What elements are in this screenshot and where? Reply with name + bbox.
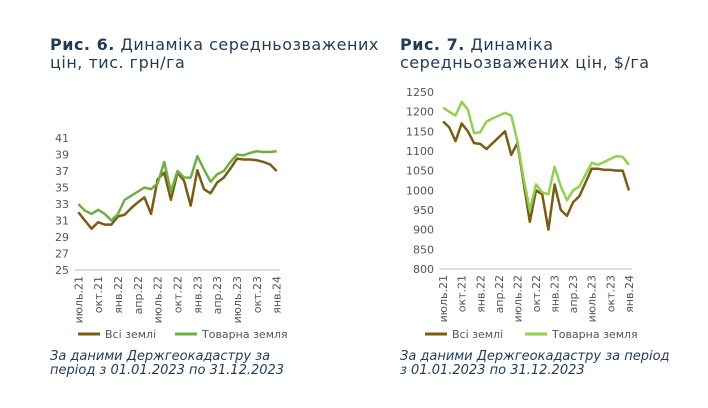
x-tick-label: апр.23 [211, 276, 224, 314]
line [442, 120, 631, 231]
legend-label: Товарна земля [551, 328, 638, 341]
x-tick-label: апр.22 [132, 276, 145, 314]
x-tick-label: янв.22 [112, 276, 125, 314]
y-tick-label: 1100 [406, 145, 434, 158]
y-tick-label: 37 [55, 165, 69, 178]
line [442, 100, 630, 212]
source-note: За даними Держгеокадастру за період з 01… [50, 349, 285, 378]
y-tick-label: 1200 [406, 106, 434, 119]
legend-label: Всі землі [105, 328, 156, 341]
y-tick-label: 31 [55, 215, 69, 228]
x-tick-label: окт.23 [251, 276, 264, 313]
x-tick-label: июль.23 [231, 276, 244, 323]
y-tick-label: 41 [55, 132, 69, 145]
y-tick-label: 35 [55, 182, 69, 195]
x-tick-label: янв.23 [549, 275, 562, 313]
x-tick-label: апр.23 [567, 275, 580, 313]
y-tick-label: 25 [55, 264, 69, 277]
y-tick-label: 900 [413, 224, 434, 237]
x-tick-label: июль.23 [586, 275, 599, 322]
y-tick-label: 1000 [406, 184, 434, 197]
x-tick-label: июль.22 [152, 276, 165, 323]
source-note: За даними Держгеокадастру за період з 01… [400, 349, 670, 378]
chart-title: Рис. 6. Динаміка середньозважених цін, т… [50, 35, 379, 72]
y-tick-label: 950 [413, 204, 434, 217]
x-tick-label: окт.22 [530, 275, 543, 312]
x-tick-label: окт.21 [456, 275, 469, 312]
y-tick-label: 29 [55, 231, 69, 244]
y-tick-label: 33 [55, 198, 69, 211]
y-tick-label: 1250 [406, 86, 434, 99]
x-tick-label: апр.22 [493, 275, 506, 313]
y-tick-label: 39 [55, 149, 69, 162]
line [77, 149, 277, 222]
x-tick-label: июль.22 [511, 275, 524, 322]
x-tick-label: окт.21 [92, 276, 105, 313]
legend-label: Всі землі [452, 328, 503, 341]
x-tick-label: янв.23 [191, 276, 204, 314]
x-tick-label: янв.24 [271, 276, 284, 314]
legend-label: Товарна земля [201, 328, 288, 341]
x-tick-label: июль.21 [72, 276, 85, 323]
y-tick-label: 800 [413, 263, 434, 276]
x-tick-label: янв.22 [474, 275, 487, 313]
y-tick-label: 1150 [406, 125, 434, 138]
y-tick-label: 850 [413, 243, 434, 256]
x-tick-label: окт.23 [604, 275, 617, 312]
y-tick-label: 27 [55, 248, 69, 261]
x-tick-label: окт.22 [172, 276, 185, 313]
x-tick-label: янв.24 [623, 275, 636, 313]
x-tick-label: июль.21 [437, 275, 450, 322]
chart-title: Рис. 7. Динаміка середньозважених цін, $… [400, 35, 650, 72]
y-tick-label: 1050 [406, 165, 434, 178]
